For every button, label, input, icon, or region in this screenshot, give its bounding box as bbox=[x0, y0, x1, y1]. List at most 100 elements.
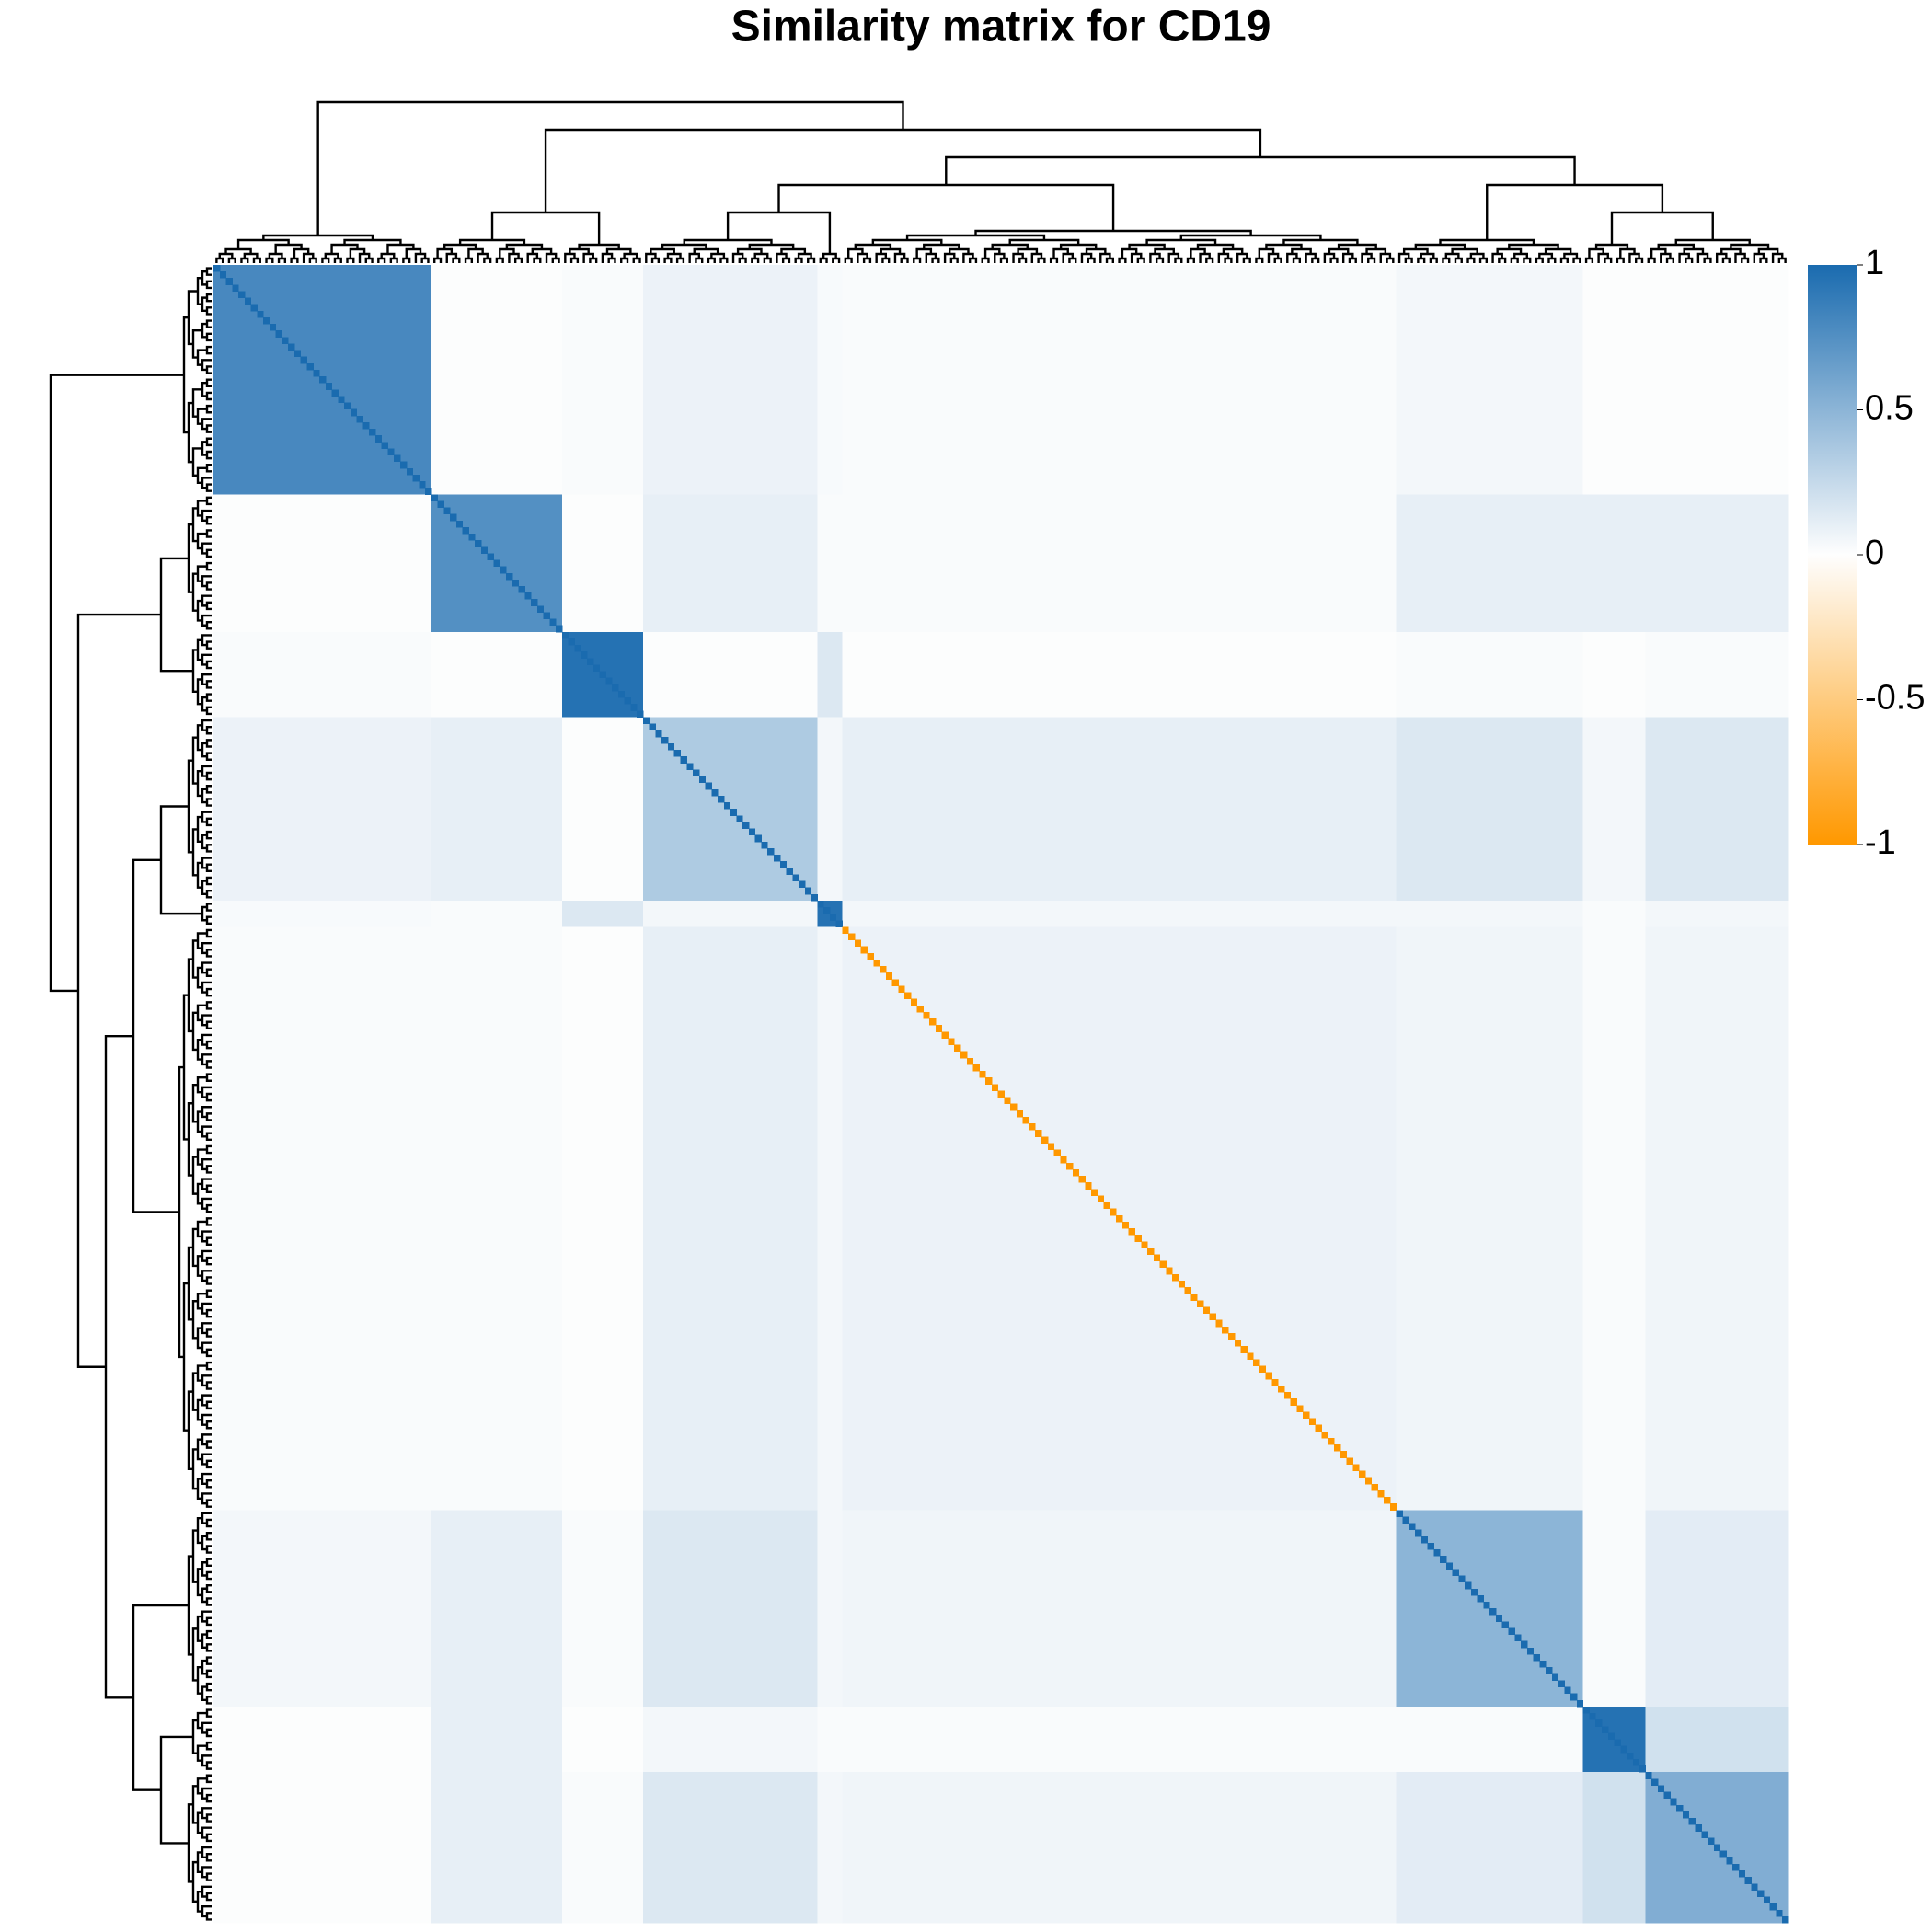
dendrogram-branch bbox=[205, 319, 212, 328]
diagonal-cell bbox=[543, 612, 550, 620]
diagonal-cell bbox=[1558, 1680, 1565, 1688]
heatmap-cell bbox=[213, 926, 432, 1511]
diagonal-cell bbox=[1489, 1608, 1497, 1616]
diagonal-cell bbox=[754, 834, 762, 843]
diagonal-cell bbox=[406, 467, 414, 476]
dendrogram-branch bbox=[205, 915, 212, 926]
diagonal-cell bbox=[1639, 1765, 1646, 1773]
diagonal-cell bbox=[748, 828, 756, 836]
dendrogram-branch bbox=[433, 257, 443, 263]
dendrogram-branch bbox=[533, 257, 542, 263]
diagonal-cell bbox=[506, 572, 513, 581]
dendrogram-branch bbox=[205, 1518, 212, 1528]
dendrogram-branch bbox=[205, 844, 212, 853]
dendrogram-branch bbox=[205, 987, 212, 997]
dendrogram-branch bbox=[205, 1459, 212, 1469]
dendrogram-branch bbox=[205, 1361, 212, 1371]
dendrogram-branch bbox=[1559, 257, 1569, 263]
dendrogram-branch bbox=[881, 257, 891, 263]
heatmap-cell bbox=[817, 631, 843, 718]
diagonal-cell bbox=[1763, 1896, 1771, 1904]
diagonal-cell bbox=[1533, 1653, 1540, 1662]
diagonal-cell bbox=[624, 697, 631, 705]
diagonal-cell bbox=[1147, 1248, 1155, 1256]
heatmap-cell bbox=[1396, 494, 1584, 633]
diagonal-cell bbox=[860, 946, 868, 954]
diagonal-cell bbox=[518, 586, 525, 593]
diagonal-cell bbox=[867, 952, 874, 960]
dendrogram-branch bbox=[1759, 257, 1768, 263]
diagonal-cell bbox=[300, 356, 308, 364]
dendrogram-branch bbox=[377, 257, 386, 263]
diagonal-cell bbox=[705, 782, 712, 790]
diagonal-cell bbox=[1078, 1176, 1086, 1183]
diagonal-cell bbox=[1551, 1673, 1559, 1681]
heatmap-cell bbox=[1645, 631, 1789, 718]
heatmap-cell bbox=[842, 265, 1397, 495]
diagonal-cell bbox=[213, 265, 221, 272]
dendrogram-branch bbox=[607, 257, 616, 263]
diagonal-cell bbox=[1409, 1523, 1416, 1531]
dendrogram-branch bbox=[495, 257, 504, 263]
heatmap-cell bbox=[561, 900, 644, 927]
diagonal-cell bbox=[1377, 1489, 1385, 1498]
dendrogram-branch bbox=[205, 1040, 212, 1050]
dendrogram-branch bbox=[707, 257, 716, 263]
heatmap-cell bbox=[817, 494, 843, 633]
diagonal-cell bbox=[1620, 1745, 1627, 1754]
diagonal-cell bbox=[730, 809, 737, 816]
diagonal-cell bbox=[1546, 1667, 1553, 1674]
dendrogram-branch bbox=[205, 680, 212, 689]
diagonal-cell bbox=[587, 658, 594, 665]
dendrogram-branch bbox=[949, 257, 959, 263]
diagonal-cell bbox=[1601, 1726, 1609, 1733]
diagonal-cell bbox=[1713, 1844, 1721, 1852]
diagonal-cell bbox=[1035, 1130, 1042, 1137]
diagonal-cell bbox=[1121, 1221, 1130, 1229]
diagonal-cell bbox=[1271, 1378, 1279, 1386]
dendrogram-branch bbox=[675, 257, 685, 263]
diagonal-cell bbox=[437, 500, 444, 509]
dendrogram-branch bbox=[544, 128, 1262, 213]
diagonal-cell bbox=[667, 742, 675, 751]
diagonal-cell bbox=[1402, 1516, 1409, 1524]
dendrogram-branch bbox=[205, 725, 212, 735]
diagonal-cell bbox=[1283, 1392, 1292, 1399]
diagonal-cell bbox=[412, 474, 420, 482]
dendrogram-branch bbox=[589, 257, 598, 263]
diagonal-cell bbox=[1420, 1535, 1429, 1544]
diagonal-cell bbox=[686, 763, 694, 770]
dendrogram-branch bbox=[1205, 257, 1214, 263]
heatmap-cell bbox=[1396, 631, 1584, 718]
heatmap-cell bbox=[842, 717, 1397, 902]
diagonal-cell bbox=[1097, 1195, 1105, 1203]
colorbar-tick-label: 0.5 bbox=[1865, 389, 1914, 428]
heatmap-cell bbox=[431, 900, 563, 927]
heatmap-cell bbox=[842, 494, 1397, 633]
heatmap-cell bbox=[431, 717, 563, 902]
dendrogram-branch bbox=[265, 257, 274, 263]
dendrogram-branch bbox=[205, 1217, 212, 1226]
diagonal-cell bbox=[1414, 1529, 1422, 1537]
dendrogram-branch bbox=[205, 1833, 212, 1843]
dendrogram-branch bbox=[1367, 257, 1376, 263]
diagonal-cell bbox=[1253, 1359, 1260, 1367]
dendrogram-branch bbox=[205, 450, 212, 460]
dendrogram-branch bbox=[205, 1656, 212, 1665]
diagonal-cell bbox=[1676, 1804, 1684, 1812]
diagonal-cell bbox=[954, 1044, 961, 1052]
diagonal-cell bbox=[219, 271, 227, 279]
heatmap-cell bbox=[431, 631, 563, 718]
diagonal-cell bbox=[835, 920, 843, 927]
heatmap-cell bbox=[1396, 1772, 1584, 1924]
diagonal-cell bbox=[1539, 1661, 1547, 1668]
dendrogram-branch bbox=[1136, 257, 1145, 263]
diagonal-cell bbox=[1202, 1306, 1211, 1315]
diagonal-cell bbox=[1483, 1601, 1490, 1609]
heatmap-cell bbox=[561, 265, 644, 495]
heatmap-cell bbox=[561, 717, 644, 902]
dendrogram-branch bbox=[1348, 257, 1357, 263]
dendrogram-branch bbox=[205, 1708, 212, 1718]
diagonal-cell bbox=[605, 677, 613, 685]
dendrogram-branch bbox=[205, 1813, 212, 1823]
